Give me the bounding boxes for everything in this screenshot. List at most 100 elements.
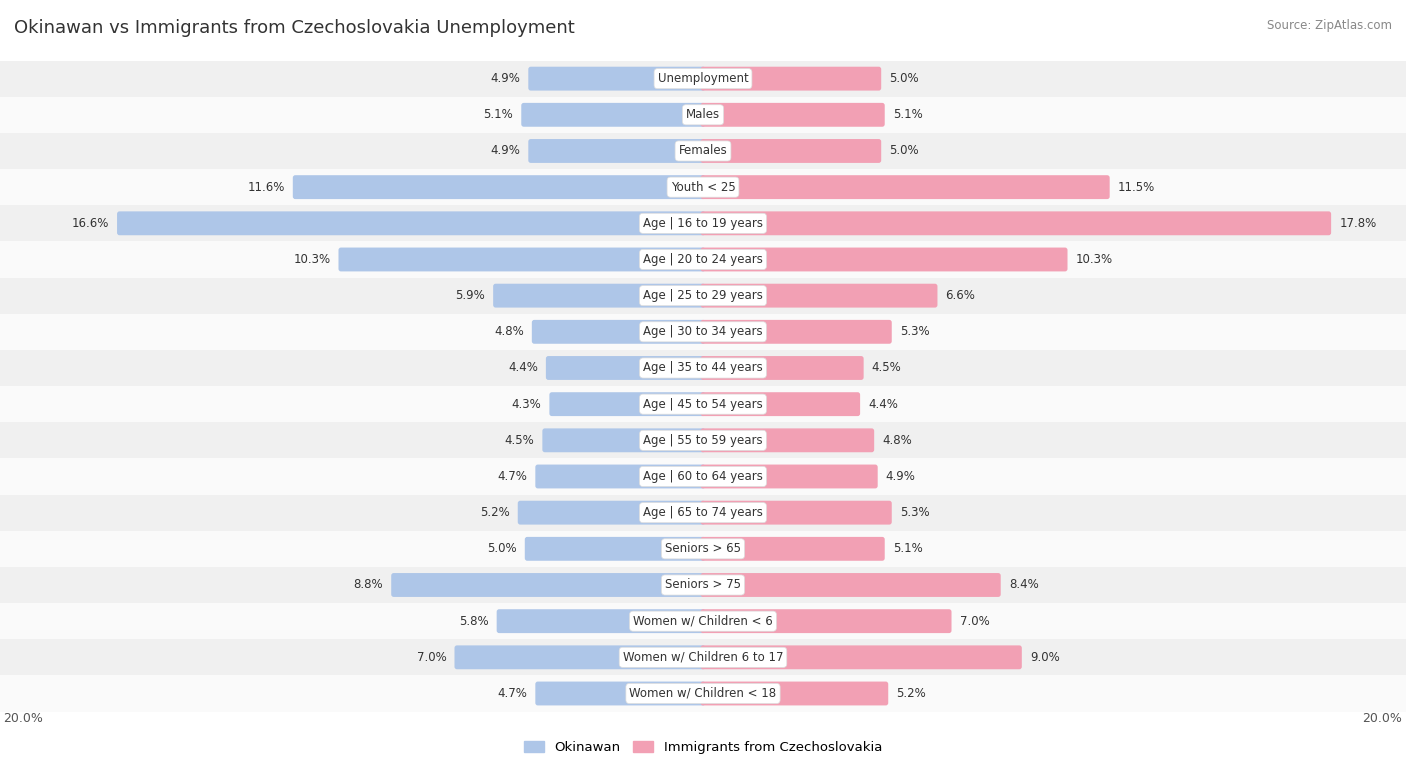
FancyBboxPatch shape (700, 465, 877, 488)
Text: 4.8%: 4.8% (494, 326, 524, 338)
Text: 11.6%: 11.6% (247, 181, 285, 194)
Text: Age | 65 to 74 years: Age | 65 to 74 years (643, 506, 763, 519)
FancyBboxPatch shape (700, 248, 1067, 272)
Text: 4.3%: 4.3% (512, 397, 541, 410)
Text: 5.3%: 5.3% (900, 326, 929, 338)
Text: 4.4%: 4.4% (508, 362, 537, 375)
FancyBboxPatch shape (700, 573, 1001, 597)
Text: 9.0%: 9.0% (1029, 651, 1060, 664)
FancyBboxPatch shape (536, 681, 706, 706)
FancyBboxPatch shape (529, 67, 706, 91)
FancyBboxPatch shape (546, 356, 706, 380)
Text: Women w/ Children < 6: Women w/ Children < 6 (633, 615, 773, 628)
Text: 5.0%: 5.0% (889, 145, 920, 157)
Text: Age | 20 to 24 years: Age | 20 to 24 years (643, 253, 763, 266)
Text: 7.0%: 7.0% (416, 651, 447, 664)
Text: Seniors > 65: Seniors > 65 (665, 542, 741, 556)
Bar (0, 386, 1406, 422)
FancyBboxPatch shape (536, 465, 706, 488)
Text: Age | 45 to 54 years: Age | 45 to 54 years (643, 397, 763, 410)
Text: Women w/ Children 6 to 17: Women w/ Children 6 to 17 (623, 651, 783, 664)
FancyBboxPatch shape (700, 320, 891, 344)
Text: Youth < 25: Youth < 25 (671, 181, 735, 194)
Text: Source: ZipAtlas.com: Source: ZipAtlas.com (1267, 19, 1392, 32)
FancyBboxPatch shape (517, 500, 706, 525)
FancyBboxPatch shape (700, 284, 938, 307)
Text: 4.7%: 4.7% (498, 687, 527, 700)
FancyBboxPatch shape (117, 211, 706, 235)
Bar (0, 205, 1406, 241)
FancyBboxPatch shape (700, 139, 882, 163)
FancyBboxPatch shape (522, 103, 706, 126)
Text: Males: Males (686, 108, 720, 121)
Text: Age | 60 to 64 years: Age | 60 to 64 years (643, 470, 763, 483)
Text: Age | 30 to 34 years: Age | 30 to 34 years (643, 326, 763, 338)
Bar (0, 603, 1406, 639)
Text: 5.9%: 5.9% (456, 289, 485, 302)
Text: Age | 55 to 59 years: Age | 55 to 59 years (643, 434, 763, 447)
Text: 8.4%: 8.4% (1010, 578, 1039, 591)
Bar (0, 494, 1406, 531)
Bar (0, 313, 1406, 350)
Text: 5.1%: 5.1% (893, 108, 922, 121)
FancyBboxPatch shape (700, 609, 952, 633)
FancyBboxPatch shape (543, 428, 706, 452)
Text: 5.8%: 5.8% (458, 615, 489, 628)
FancyBboxPatch shape (494, 284, 706, 307)
FancyBboxPatch shape (700, 681, 889, 706)
Text: 7.0%: 7.0% (960, 615, 990, 628)
Legend: Okinawan, Immigrants from Czechoslovakia: Okinawan, Immigrants from Czechoslovakia (524, 741, 882, 754)
Bar (0, 169, 1406, 205)
Text: Age | 16 to 19 years: Age | 16 to 19 years (643, 217, 763, 230)
Text: Age | 25 to 29 years: Age | 25 to 29 years (643, 289, 763, 302)
Text: 5.0%: 5.0% (486, 542, 517, 556)
FancyBboxPatch shape (292, 175, 706, 199)
Text: 17.8%: 17.8% (1340, 217, 1376, 230)
Bar (0, 133, 1406, 169)
FancyBboxPatch shape (550, 392, 706, 416)
Text: Women w/ Children < 18: Women w/ Children < 18 (630, 687, 776, 700)
FancyBboxPatch shape (531, 320, 706, 344)
Bar (0, 675, 1406, 712)
Text: 4.5%: 4.5% (872, 362, 901, 375)
Text: 4.9%: 4.9% (491, 72, 520, 85)
Text: 4.8%: 4.8% (883, 434, 912, 447)
FancyBboxPatch shape (700, 175, 1109, 199)
Text: 10.3%: 10.3% (1076, 253, 1112, 266)
FancyBboxPatch shape (700, 67, 882, 91)
Text: Unemployment: Unemployment (658, 72, 748, 85)
Bar (0, 459, 1406, 494)
Text: 5.1%: 5.1% (484, 108, 513, 121)
Text: 5.2%: 5.2% (479, 506, 510, 519)
Text: 5.2%: 5.2% (897, 687, 927, 700)
Text: 20.0%: 20.0% (1362, 712, 1402, 725)
Bar (0, 531, 1406, 567)
Text: Age | 35 to 44 years: Age | 35 to 44 years (643, 362, 763, 375)
Bar (0, 350, 1406, 386)
Bar (0, 567, 1406, 603)
FancyBboxPatch shape (700, 500, 891, 525)
FancyBboxPatch shape (529, 139, 706, 163)
Text: 8.8%: 8.8% (353, 578, 382, 591)
Text: 4.4%: 4.4% (869, 397, 898, 410)
Text: Seniors > 75: Seniors > 75 (665, 578, 741, 591)
FancyBboxPatch shape (700, 103, 884, 126)
FancyBboxPatch shape (391, 573, 706, 597)
FancyBboxPatch shape (700, 211, 1331, 235)
Text: 4.5%: 4.5% (505, 434, 534, 447)
FancyBboxPatch shape (496, 609, 706, 633)
Text: 10.3%: 10.3% (294, 253, 330, 266)
Text: 20.0%: 20.0% (4, 712, 44, 725)
Text: 6.6%: 6.6% (945, 289, 976, 302)
Text: 5.3%: 5.3% (900, 506, 929, 519)
Bar (0, 278, 1406, 313)
FancyBboxPatch shape (700, 537, 884, 561)
FancyBboxPatch shape (700, 646, 1022, 669)
FancyBboxPatch shape (524, 537, 706, 561)
Text: 4.9%: 4.9% (886, 470, 915, 483)
Bar (0, 241, 1406, 278)
Bar (0, 639, 1406, 675)
Text: Okinawan vs Immigrants from Czechoslovakia Unemployment: Okinawan vs Immigrants from Czechoslovak… (14, 19, 575, 37)
Text: 5.1%: 5.1% (893, 542, 922, 556)
Bar (0, 61, 1406, 97)
